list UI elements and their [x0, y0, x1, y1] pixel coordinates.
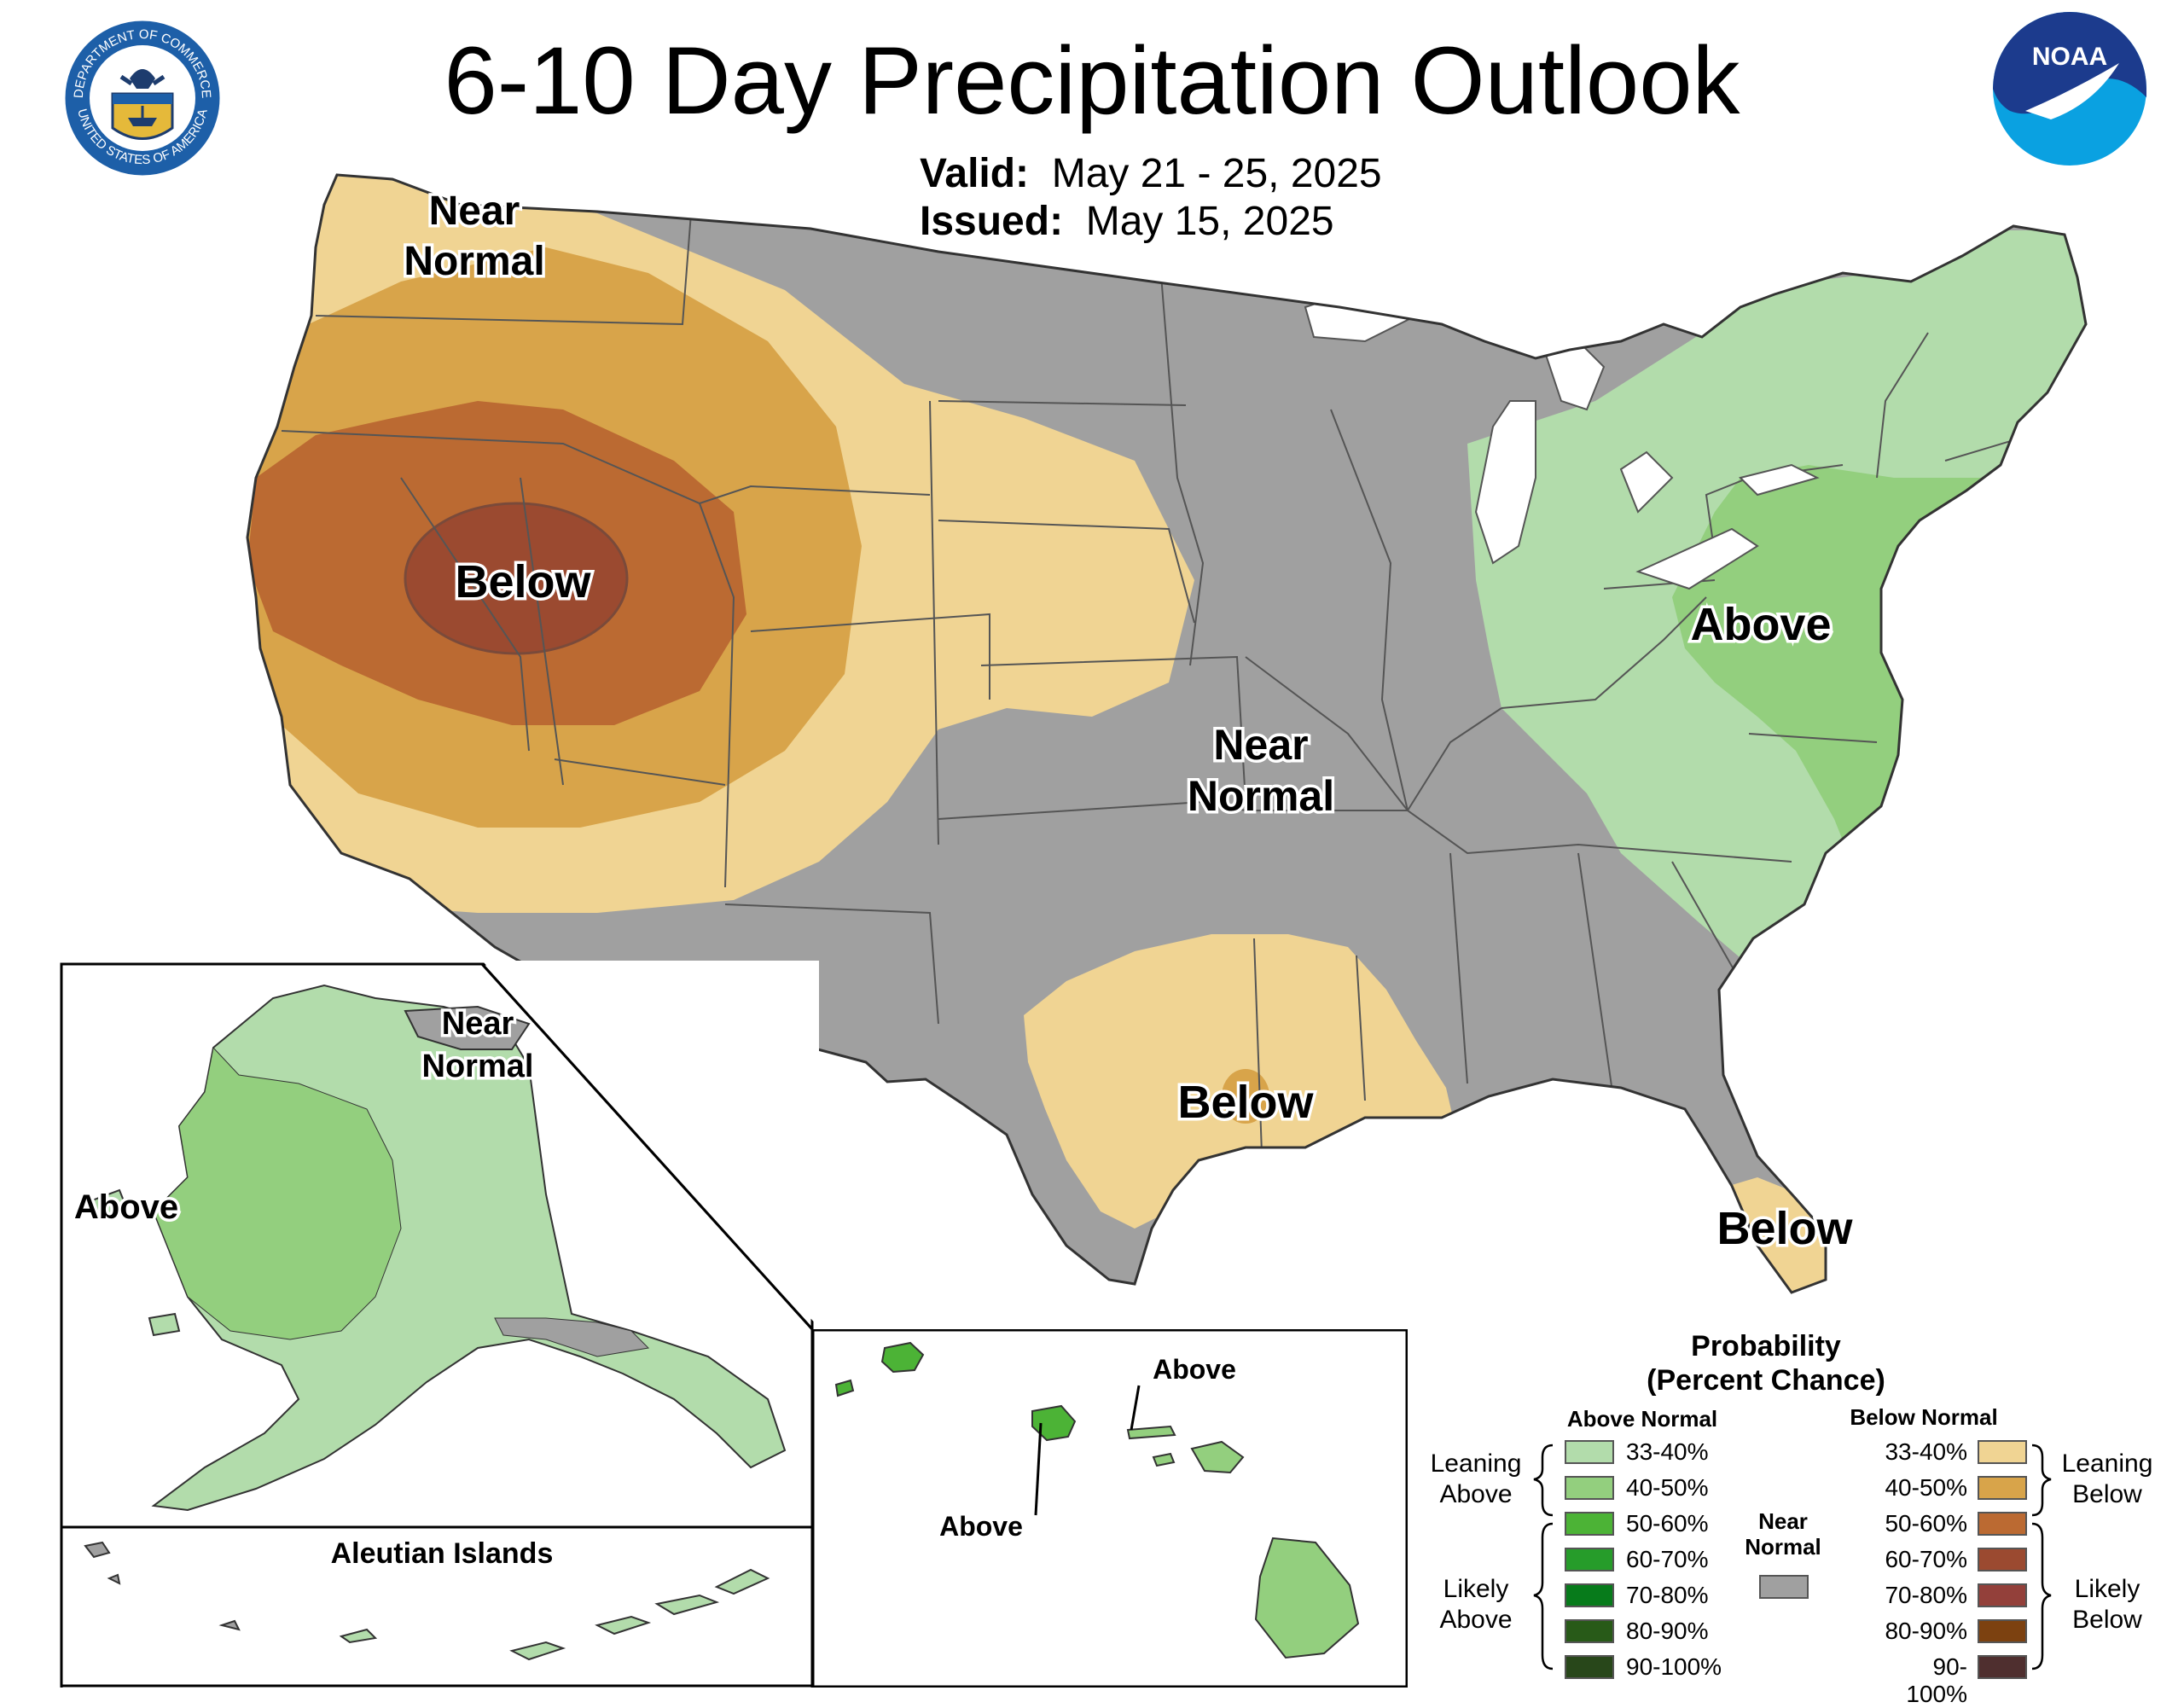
above-label: 80-90% — [1626, 1618, 1709, 1644]
below-label: 80-90% — [1885, 1618, 1967, 1644]
noaa-logo-text: NOAA — [2032, 43, 2107, 71]
label-west-below: Below — [455, 556, 591, 607]
below-label: 50-60% — [1885, 1510, 1967, 1537]
label-ak-near-1: Near — [442, 1006, 514, 1042]
conus-probability-shading — [247, 175, 2086, 1293]
label-central-near-2: Normal — [1188, 772, 1334, 820]
above-swatch — [1565, 1476, 1614, 1500]
label-gulf-below: Below — [1177, 1077, 1314, 1128]
label-florida-below: Below — [1716, 1203, 1853, 1254]
near-line-2: Normal — [1745, 1534, 1821, 1560]
below-swatch — [1978, 1548, 2027, 1571]
label-nw-near-2: Normal — [404, 239, 544, 284]
above-swatch — [1565, 1583, 1614, 1607]
likely-below-line-2: Below — [2072, 1606, 2142, 1634]
below-swatch — [1978, 1440, 2027, 1464]
above-swatch — [1565, 1512, 1614, 1536]
legend-near-normal-label: Near Normal — [1740, 1508, 1826, 1560]
near-line-1: Near — [1758, 1508, 1808, 1534]
issued-label: Issued: — [920, 199, 1064, 244]
leaning-above-line-2: Above — [1439, 1480, 1513, 1508]
below-swatch — [1978, 1476, 2027, 1500]
legend-likely-below: Likely Below — [2048, 1574, 2167, 1635]
below-swatch — [1978, 1655, 2027, 1679]
above-label: 60-70% — [1626, 1546, 1709, 1572]
legend-title-2: (Percent Chance) — [1647, 1364, 1885, 1397]
legend-likely-above: Likely Above — [1416, 1574, 1536, 1635]
leaning-above-line-1: Leaning — [1430, 1449, 1522, 1478]
label-nw-near-1: Near — [429, 189, 520, 234]
above-label: 40-50% — [1626, 1474, 1709, 1501]
below-label: 60-70% — [1885, 1546, 1967, 1572]
legend-left-braces — [1533, 1444, 1554, 1670]
leaning-below-line-1: Leaning — [2061, 1449, 2153, 1478]
label-hi-above-1: Above — [1153, 1354, 1236, 1385]
above-swatch — [1565, 1619, 1614, 1643]
legend-above-header: Above Normal — [1566, 1406, 1718, 1432]
hawaii-inset: Above Above — [812, 1329, 1408, 1688]
legend-near-normal-swatch — [1759, 1575, 1809, 1599]
below-label: 90-100% — [1906, 1653, 1967, 1707]
below-label: 70-80% — [1885, 1582, 1967, 1608]
valid-label: Valid: — [920, 151, 1030, 196]
below-label: 33-40% — [1885, 1438, 1967, 1465]
legend-below-header: Below Normal — [1850, 1404, 1998, 1430]
likely-above-line-2: Above — [1439, 1606, 1513, 1634]
above-swatch — [1565, 1440, 1614, 1464]
valid-dates: Valid: May 21 - 25, 2025 Issued: May 15,… — [920, 150, 1382, 246]
legend-leaning-below: Leaning Below — [2048, 1449, 2167, 1510]
label-ak-near-2: Normal — [422, 1049, 534, 1084]
likely-below-line-1: Likely — [2074, 1575, 2140, 1603]
conus-outline — [246, 173, 2088, 1294]
above-label: 33-40% — [1626, 1438, 1709, 1465]
label-east-above: Above — [1690, 599, 1831, 650]
noaa-logo: NOAA — [1993, 12, 2146, 166]
legend-leaning-above: Leaning Above — [1416, 1449, 1536, 1510]
label-central-near-1: Near — [1213, 721, 1308, 769]
page-title: 6-10 Day Precipitation Outlook — [444, 27, 1740, 134]
legend-title-1: Probability — [1691, 1330, 1841, 1362]
likely-above-line-1: Likely — [1443, 1575, 1509, 1603]
doc-seal-logo: DEPARTMENT OF COMMERCE UNITED STATES OF … — [62, 18, 223, 178]
above-swatch — [1565, 1548, 1614, 1571]
above-label: 50-60% — [1626, 1510, 1709, 1537]
above-label: 90-100% — [1626, 1653, 1722, 1680]
aleutian-islands — [84, 1541, 770, 1661]
above-label: 70-80% — [1626, 1582, 1709, 1608]
below-swatch — [1978, 1619, 2027, 1643]
leaning-below-line-2: Below — [2072, 1480, 2142, 1508]
valid-value: May 21 - 25, 2025 — [1051, 151, 1382, 196]
hawaii-islands-shading — [834, 1341, 1360, 1659]
alaska-shading — [84, 984, 787, 1512]
below-swatch — [1978, 1583, 2027, 1607]
below-label: 40-50% — [1885, 1474, 1967, 1501]
issued-value: May 15, 2025 — [1085, 199, 1334, 244]
above-swatch — [1565, 1655, 1614, 1679]
label-hi-above-2: Above — [939, 1511, 1023, 1542]
aleutian-title: Aleutian Islands — [331, 1537, 554, 1570]
label-ak-above: Above — [74, 1188, 178, 1226]
below-swatch — [1978, 1512, 2027, 1536]
legend-right-braces — [2031, 1444, 2052, 1670]
